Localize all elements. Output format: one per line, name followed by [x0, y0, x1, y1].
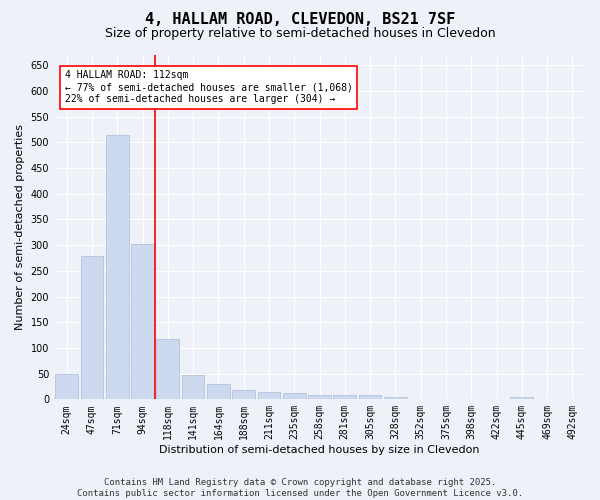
Bar: [80, 256, 103, 400]
Bar: [511, 397, 533, 400]
Bar: [131, 244, 154, 400]
Bar: [334, 395, 356, 400]
Bar: [106, 134, 128, 400]
Bar: [55, 374, 78, 400]
Bar: [283, 392, 305, 400]
Bar: [182, 375, 205, 400]
Bar: [359, 395, 382, 400]
Text: 4 HALLAM ROAD: 112sqm
← 77% of semi-detached houses are smaller (1,068)
22% of s: 4 HALLAM ROAD: 112sqm ← 77% of semi-deta…: [65, 70, 353, 104]
X-axis label: Distribution of semi-detached houses by size in Clevedon: Distribution of semi-detached houses by …: [159, 445, 480, 455]
Bar: [207, 384, 230, 400]
Bar: [232, 390, 255, 400]
Bar: [257, 392, 280, 400]
Bar: [384, 398, 407, 400]
Text: Contains HM Land Registry data © Crown copyright and database right 2025.
Contai: Contains HM Land Registry data © Crown c…: [77, 478, 523, 498]
Text: Size of property relative to semi-detached houses in Clevedon: Size of property relative to semi-detach…: [104, 28, 496, 40]
Y-axis label: Number of semi-detached properties: Number of semi-detached properties: [15, 124, 25, 330]
Bar: [157, 339, 179, 400]
Text: 4, HALLAM ROAD, CLEVEDON, BS21 7SF: 4, HALLAM ROAD, CLEVEDON, BS21 7SF: [145, 12, 455, 28]
Bar: [409, 399, 432, 400]
Bar: [308, 395, 331, 400]
